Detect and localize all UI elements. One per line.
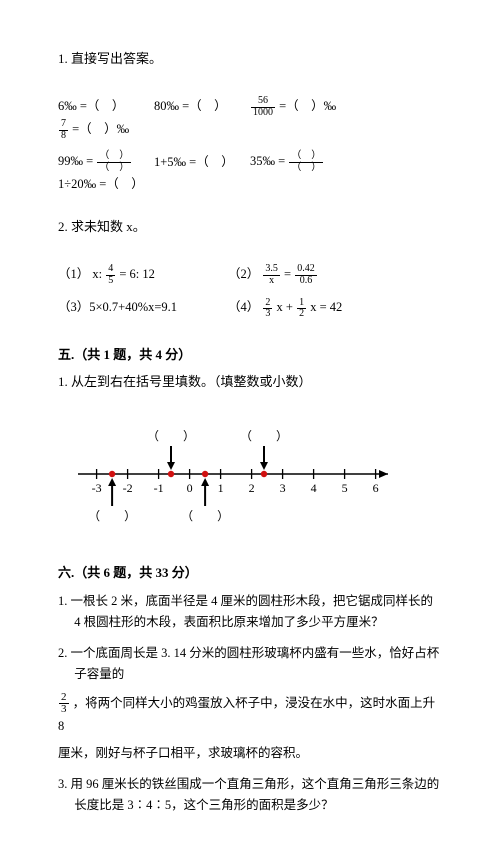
q1-title: 1. 直接写出答案。 [58, 48, 442, 67]
svg-text:（ ）: （ ） [181, 509, 229, 523]
fraction-4-5: 4 5 [106, 264, 115, 286]
eq-x3: （3）5×0.7+40%x=9.1 [58, 296, 228, 319]
eq-x1: （1） x: 4 5 = 6: 12 [58, 263, 228, 286]
svg-text:-3: -3 [92, 481, 102, 495]
eq-1d: 7 8 =（ ）‰ [58, 118, 154, 141]
eq-1b: 80‰ =（ ） [154, 95, 250, 118]
eq-2b: 1+5‰ =（ ） [154, 151, 250, 173]
eq-2c: 35‰ = （ ） （ ） [250, 151, 360, 173]
fraction-7-8: 7 8 [59, 119, 68, 141]
eq-1a: 6‰ =（ ） [58, 95, 154, 118]
svg-text:3: 3 [280, 481, 286, 495]
svg-text:-1: -1 [154, 481, 164, 495]
calc-row-2: 99‰ = （ ） （ ） 1+5‰ =（ ） 35‰ = （ ） （ ） 1÷… [58, 151, 442, 192]
fraction-blank-a: （ ） （ ） [97, 151, 131, 173]
svg-text:（ ）: （ ） [147, 429, 195, 443]
problem-6-3: 3. 用 96 厘米长的铁丝围成一个直角三角形，这个直角三角形三条边的长度比是 … [58, 774, 442, 817]
fraction-35-x: 3.5 x [263, 264, 280, 286]
problem-6-1: 1. 一根长 2 米，底面半径是 4 厘米的圆柱形木段，把它锯成同样长的 4 根… [58, 591, 442, 634]
fraction-56-1000: 56 1000 [251, 96, 275, 118]
number-line-figure: -3 -2 -1 0 1 2 3 4 5 6 （ ） （ ） （ ） （ ） [48, 404, 442, 538]
section-6-heading: 六.（共 6 题，共 33 分） [58, 562, 442, 581]
svg-text:6: 6 [373, 481, 379, 495]
eq-2d: 1÷20‰ =（ ） [58, 173, 154, 192]
fraction-1-2: 1 2 [297, 298, 306, 320]
fraction-2-3a: 2 3 [263, 298, 272, 320]
svg-text:5: 5 [342, 481, 348, 495]
svg-text:1: 1 [218, 481, 224, 495]
q2-title: 2. 求未知数 x。 [58, 216, 442, 235]
fraction-blank-c: （ ） （ ） [289, 151, 323, 173]
svg-text:（ ）: （ ） [88, 509, 136, 523]
section-5-heading: 五.（共 1 题，共 4 分） [58, 344, 442, 363]
problem-6-2: 2. 一个底面周长是 3. 14 分米的圆柱形玻璃杯内盛有一些水，恰好占杯子容量… [58, 643, 442, 764]
eq-x4: （4） 2 3 x + 1 2 x = 42 [228, 296, 342, 319]
eq-x2: （2） 3.5 x = 0.42 0.6 [228, 263, 324, 286]
fraction-2-3b: 2 3 [59, 692, 69, 716]
section-5-p1: 1. 从左到右在括号里填数。（填整数或小数） [58, 371, 442, 390]
eq-1c: 56 1000 =（ ）‰ [250, 95, 360, 118]
fraction-042-06: 0.42 0.6 [295, 264, 317, 286]
svg-text:0: 0 [187, 481, 193, 495]
eq-2a: 99‰ = （ ） （ ） [58, 151, 154, 173]
svg-text:-2: -2 [123, 481, 133, 495]
calc-row-1: 6‰ =（ ） 80‰ =（ ） 56 1000 =（ ）‰ 7 8 =（ ）‰ [58, 95, 442, 141]
svg-text:4: 4 [311, 481, 317, 495]
solve-row-2: （3）5×0.7+40%x=9.1 （4） 2 3 x + 1 2 x = 42 [58, 296, 442, 319]
solve-row-1: （1） x: 4 5 = 6: 12 （2） 3.5 x = 0.42 0.6 [58, 263, 442, 286]
svg-text:2: 2 [249, 481, 255, 495]
svg-text:（ ）: （ ） [240, 429, 288, 443]
